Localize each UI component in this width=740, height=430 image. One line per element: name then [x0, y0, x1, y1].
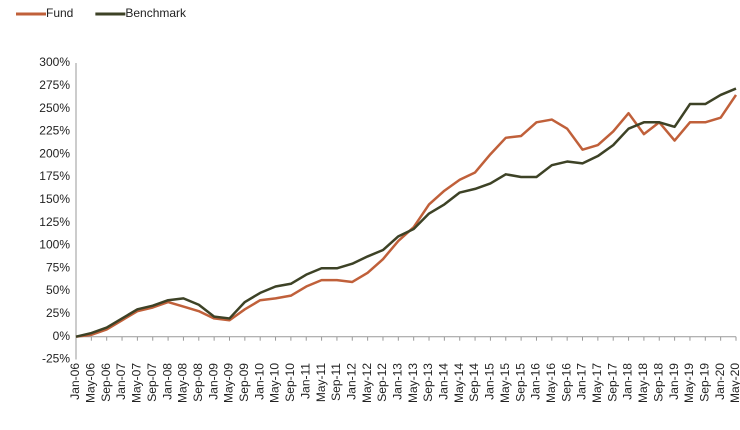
x-tick-label: May-08 — [176, 363, 190, 403]
x-tick-label: Sep-12 — [375, 363, 389, 402]
x-tick-label: May-07 — [130, 363, 144, 403]
x-tick-label: Sep-11 — [329, 363, 343, 401]
x-tick-label: Sep-06 — [99, 363, 113, 402]
x-tick-label: Jan-18 — [621, 363, 635, 400]
y-tick-label: 75% — [46, 260, 70, 274]
y-tick-label: 225% — [39, 124, 70, 138]
y-tick-label: 275% — [39, 78, 70, 92]
x-tick-label: Jan-19 — [667, 363, 681, 400]
x-tick-label: May-11 — [314, 363, 328, 402]
x-tick-label: May-16 — [544, 363, 558, 403]
x-tick-label: Sep-16 — [559, 363, 573, 402]
x-tick-label: Sep-07 — [145, 363, 159, 402]
x-tick-label: May-17 — [590, 363, 604, 403]
x-tick-label: May-14 — [452, 363, 466, 403]
x-tick-label: May-12 — [360, 363, 374, 403]
x-tick-label: Jan-15 — [483, 363, 497, 400]
x-tick-label: May-20 — [728, 363, 740, 403]
x-tick-label: May-15 — [498, 363, 512, 403]
x-tick-label: Jan-16 — [529, 363, 543, 400]
series-line — [75, 87, 737, 338]
legend-label: Benchmark — [125, 6, 187, 20]
y-tick-label: 125% — [39, 215, 70, 229]
x-tick-label: Sep-15 — [513, 363, 527, 402]
y-tick-label: 175% — [39, 169, 70, 183]
x-tick-label: May-19 — [682, 363, 696, 403]
y-tick-label: 25% — [46, 306, 70, 320]
y-tick-label: 150% — [39, 192, 70, 206]
x-tick-label: Jan-06 — [68, 363, 82, 400]
x-tick-label: Jan-12 — [344, 363, 358, 400]
y-tick-label: 300% — [39, 55, 70, 69]
y-tick-label: -25% — [42, 352, 70, 366]
x-tick-label: Jan-10 — [252, 363, 266, 400]
x-tick-label: Sep-18 — [651, 363, 665, 402]
x-tick-label: Jan-09 — [206, 363, 220, 400]
legend-label: Fund — [46, 6, 73, 20]
x-tick-label: Sep-17 — [605, 363, 619, 402]
x-tick-label: Jan-13 — [390, 363, 404, 400]
x-tick-label: Jan-14 — [437, 363, 451, 400]
x-tick-label: May-09 — [222, 363, 236, 403]
y-tick-label: 250% — [39, 101, 70, 115]
x-tick-label: Sep-13 — [421, 363, 435, 402]
x-tick-label: Sep-08 — [191, 363, 205, 402]
y-tick-label: 100% — [39, 238, 70, 252]
x-tick-label: Jan-11 — [298, 363, 312, 399]
y-tick-label: 50% — [46, 283, 70, 297]
x-tick-label: May-18 — [636, 363, 650, 403]
x-tick-label: May-13 — [406, 363, 420, 403]
x-tick-label: Jan-17 — [575, 363, 589, 400]
x-tick-label: May-06 — [84, 363, 98, 403]
x-tick-label: Jan-08 — [160, 363, 174, 400]
x-tick-label: Sep-10 — [283, 363, 297, 402]
x-tick-label: Sep-14 — [467, 363, 481, 402]
x-tick-label: Sep-09 — [237, 363, 251, 402]
x-tick-label: Jan-07 — [114, 363, 128, 400]
x-tick-label: Jan-20 — [713, 363, 727, 400]
x-tick-label: Sep-19 — [697, 363, 711, 402]
y-tick-label: 0% — [53, 329, 71, 343]
y-tick-label: 200% — [39, 146, 70, 160]
x-tick-label: May-10 — [268, 363, 282, 403]
